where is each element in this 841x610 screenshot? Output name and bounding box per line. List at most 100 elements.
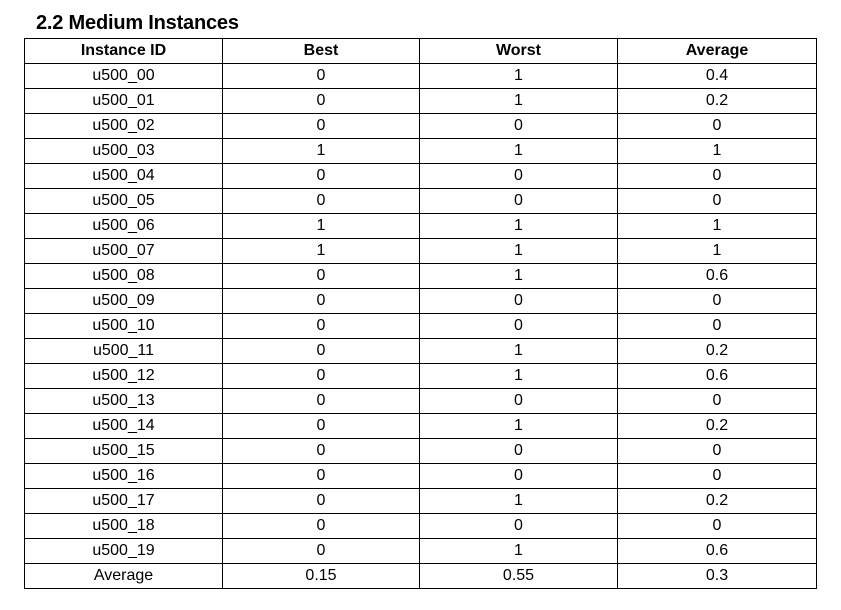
- cell-instance-id: u500_00: [24, 63, 223, 89]
- cell-instance-id: u500_01: [24, 88, 223, 114]
- cell-average: 0: [617, 463, 817, 489]
- cell-best: 0: [222, 288, 420, 314]
- cell-average: 0: [617, 188, 817, 214]
- cell-best: 0: [222, 163, 420, 189]
- cell-average: 0: [617, 438, 817, 464]
- cell-average: 0.6: [617, 538, 817, 564]
- cell-average: 0: [617, 288, 817, 314]
- table-row: u500_19 0 1 0.6: [24, 538, 817, 564]
- cell-best: 0: [222, 63, 420, 89]
- cell-worst: 0: [419, 313, 618, 339]
- table-row: u500_11 0 1 0.2: [24, 338, 817, 364]
- cell-average: 1: [617, 213, 817, 239]
- cell-best: 0: [222, 88, 420, 114]
- cell-worst: 1: [419, 63, 618, 89]
- cell-instance-id: u500_07: [24, 238, 223, 264]
- section-title: 2.2 Medium Instances: [36, 12, 239, 34]
- cell-worst: 1: [419, 238, 618, 264]
- cell-best: 0: [222, 388, 420, 414]
- cell-average: 0: [617, 113, 817, 139]
- table-row: u500_16 0 0 0: [24, 463, 817, 489]
- cell-average: 0: [617, 313, 817, 339]
- header-best: Best: [222, 38, 420, 64]
- table-row: u500_09 0 0 0: [24, 288, 817, 314]
- cell-average: 0.6: [617, 263, 817, 289]
- cell-best: 0: [222, 488, 420, 514]
- cell-instance-id: u500_16: [24, 463, 223, 489]
- cell-worst: 0: [419, 513, 618, 539]
- cell-average: 1: [617, 238, 817, 264]
- cell-average: 0.2: [617, 338, 817, 364]
- table-header: Instance ID Best Worst Average: [24, 38, 817, 64]
- table-row: u500_05 0 0 0: [24, 188, 817, 214]
- cell-average: 0.2: [617, 413, 817, 439]
- cell-worst: 1: [419, 88, 618, 114]
- average-average: 0.3: [617, 563, 817, 589]
- table-row: u500_04 0 0 0: [24, 163, 817, 189]
- cell-worst: 1: [419, 413, 618, 439]
- table-row: u500_08 0 1 0.6: [24, 263, 817, 289]
- cell-instance-id: u500_06: [24, 213, 223, 239]
- table-row: u500_07 1 1 1: [24, 238, 817, 264]
- cell-average: 0.6: [617, 363, 817, 389]
- results-table: Instance ID Best Worst Average u500_00 0 1…: [24, 38, 817, 589]
- cell-best: 0: [222, 463, 420, 489]
- cell-worst: 1: [419, 138, 618, 164]
- cell-average: 0.4: [617, 63, 817, 89]
- cell-best: 0: [222, 538, 420, 564]
- table-row: u500_13 0 0 0: [24, 388, 817, 414]
- table-row: u500_01 0 1 0.2: [24, 88, 817, 114]
- table-row: u500_15 0 0 0: [24, 438, 817, 464]
- table-body: u500_00 0 1 0.4 u500_01 0 1 0.2 u500_02 0 0 0 u500_0…: [24, 63, 817, 564]
- cell-average: 0: [617, 163, 817, 189]
- header-worst: Worst: [419, 38, 618, 64]
- cell-instance-id: u500_18: [24, 513, 223, 539]
- cell-instance-id: u500_08: [24, 263, 223, 289]
- table-row: u500_03 1 1 1: [24, 138, 817, 164]
- cell-best: 0: [222, 113, 420, 139]
- cell-instance-id: u500_15: [24, 438, 223, 464]
- cell-best: 1: [222, 238, 420, 264]
- cell-average: 0: [617, 513, 817, 539]
- cell-worst: 1: [419, 338, 618, 364]
- average-label: Average: [24, 563, 223, 589]
- average-row: Average 0.15 0.55 0.3: [24, 563, 817, 589]
- cell-best: 1: [222, 213, 420, 239]
- table-row: u500_14 0 1 0.2: [24, 413, 817, 439]
- cell-instance-id: u500_19: [24, 538, 223, 564]
- table-row: u500_06 1 1 1: [24, 213, 817, 239]
- cell-average: 1: [617, 138, 817, 164]
- table-row: u500_02 0 0 0: [24, 113, 817, 139]
- cell-best: 0: [222, 438, 420, 464]
- cell-average: 0: [617, 388, 817, 414]
- table-row: u500_18 0 0 0: [24, 513, 817, 539]
- table-footer: Average 0.15 0.55 0.3: [24, 563, 817, 589]
- table-row: u500_00 0 1 0.4: [24, 63, 817, 89]
- cell-worst: 0: [419, 438, 618, 464]
- cell-average: 0.2: [617, 488, 817, 514]
- header-row: Instance ID Best Worst Average: [24, 38, 817, 64]
- cell-best: 0: [222, 513, 420, 539]
- cell-worst: 1: [419, 263, 618, 289]
- cell-worst: 1: [419, 488, 618, 514]
- table-row: u500_10 0 0 0: [24, 313, 817, 339]
- header-instance-id: Instance ID: [24, 38, 223, 64]
- cell-best: 1: [222, 138, 420, 164]
- cell-instance-id: u500_12: [24, 363, 223, 389]
- cell-worst: 0: [419, 463, 618, 489]
- cell-worst: 0: [419, 288, 618, 314]
- cell-average: 0.2: [617, 88, 817, 114]
- cell-instance-id: u500_13: [24, 388, 223, 414]
- header-average: Average: [617, 38, 817, 64]
- cell-best: 0: [222, 188, 420, 214]
- cell-instance-id: u500_17: [24, 488, 223, 514]
- cell-worst: 0: [419, 388, 618, 414]
- table-row: u500_17 0 1 0.2: [24, 488, 817, 514]
- cell-worst: 0: [419, 188, 618, 214]
- average-worst: 0.55: [419, 563, 618, 589]
- cell-instance-id: u500_11: [24, 338, 223, 364]
- cell-instance-id: u500_14: [24, 413, 223, 439]
- cell-best: 0: [222, 363, 420, 389]
- cell-worst: 0: [419, 163, 618, 189]
